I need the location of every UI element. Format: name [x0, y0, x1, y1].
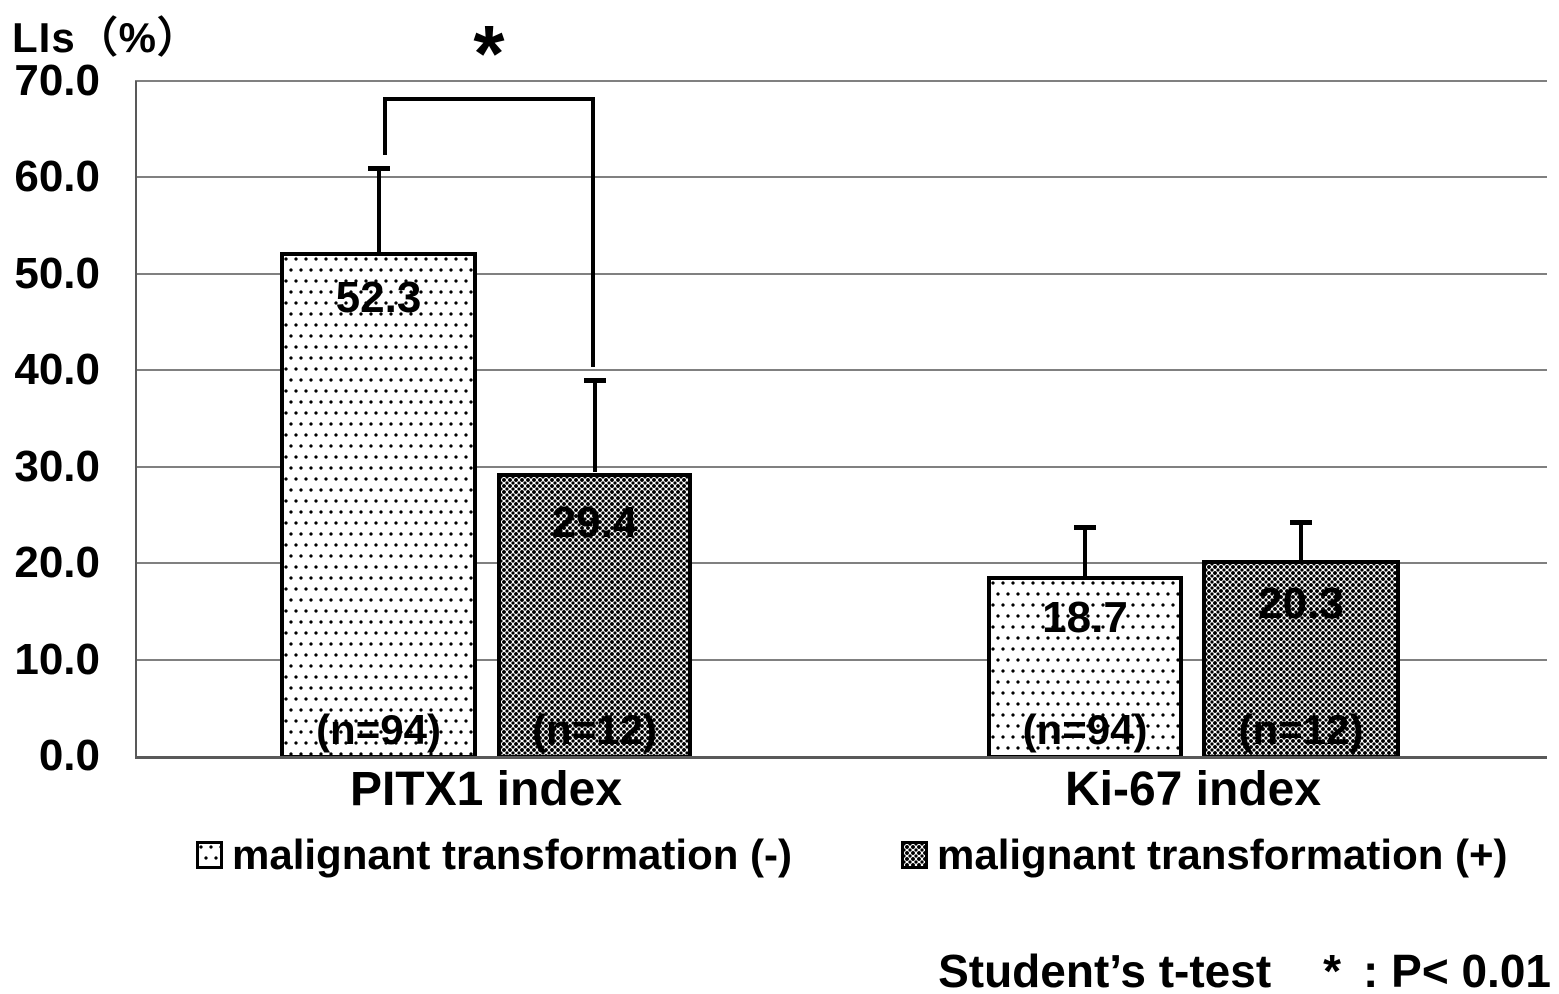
y-axis-line	[135, 81, 137, 759]
gridline-50.0	[135, 272, 1547, 275]
error-bar	[592, 379, 597, 473]
footnote-p-value: : P< 0.01	[1363, 945, 1551, 994]
error-bar	[376, 167, 381, 252]
bar-n-label: (n=94)	[1022, 705, 1148, 753]
legend-label-plus: malignant transformation (+)	[937, 831, 1508, 878]
error-bar-cap	[1290, 519, 1312, 525]
gridline-70.0	[135, 80, 1547, 82]
gridline-30.0	[135, 465, 1547, 468]
footnote-asterisk: *	[1323, 945, 1342, 994]
gridline-40.0	[135, 369, 1547, 372]
bar-pitx1-series0: 52.3 (n=94)	[280, 251, 477, 759]
bar-n-label: (n=94)	[316, 705, 441, 753]
y-tick-label-30.0: 30.0	[14, 441, 100, 491]
error-bar-cap	[583, 377, 606, 383]
footnote: Student’s t-test * : P< 0.01	[938, 944, 1551, 994]
footnote-test-name: Student’s t-test	[938, 945, 1272, 994]
bar-pitx1-series1: 29.4 (n=12)	[497, 472, 692, 759]
significance-bracket-top	[383, 97, 595, 101]
legend-label-minus: malignant transformation (-)	[232, 831, 793, 878]
y-tick-label-20.0: 20.0	[14, 538, 100, 588]
error-bar-cap	[367, 165, 390, 171]
error-bar	[1299, 521, 1303, 561]
y-tick-label-50.0: 50.0	[14, 248, 100, 298]
bar-n-label: (n=12)	[532, 706, 657, 753]
bar-ki-67-series0: 18.7 (n=94)	[987, 575, 1183, 759]
legend-swatch-sparse-dots-icon	[196, 841, 223, 869]
error-bar	[1083, 526, 1087, 576]
y-axis-title: LIs（%）	[12, 14, 201, 61]
gridline-20.0	[135, 562, 1547, 565]
bar-value-label: 29.4	[551, 497, 638, 547]
y-tick-label-0.0: 0.0	[38, 731, 100, 780]
significance-asterisk: *	[473, 9, 505, 98]
bar-value-label: 18.7	[1042, 592, 1128, 642]
y-tick-label-40.0: 40.0	[14, 345, 100, 395]
y-tick-label-70.0: 70.0	[14, 56, 100, 105]
gridline-10.0	[135, 658, 1547, 661]
significance-bracket-right-leg	[591, 97, 595, 367]
bar-value-label: 20.3	[1258, 579, 1344, 629]
bar-ki-67-series1: 20.3 (n=12)	[1202, 560, 1400, 759]
y-tick-label-60.0: 60.0	[14, 152, 100, 202]
significance-bracket-left-leg	[383, 97, 387, 155]
legend-item-malignant-transformation-plus: malignant transformation (+)	[901, 830, 1508, 880]
legend-swatch-dense-dots-icon	[901, 841, 928, 869]
bar-value-label: 52.3	[335, 272, 422, 322]
x-axis-line	[135, 756, 1547, 759]
category-label-pitx1: PITX1 index	[349, 763, 623, 816]
legend-item-malignant-transformation-minus: malignant transformation (-)	[196, 830, 792, 880]
error-bar-cap	[1074, 524, 1096, 530]
category-label-ki67: Ki-67 index	[1064, 763, 1322, 816]
gridline-60.0	[135, 176, 1547, 179]
bar-n-label: (n=12)	[1238, 706, 1364, 753]
y-tick-label-10.0: 10.0	[14, 634, 100, 684]
